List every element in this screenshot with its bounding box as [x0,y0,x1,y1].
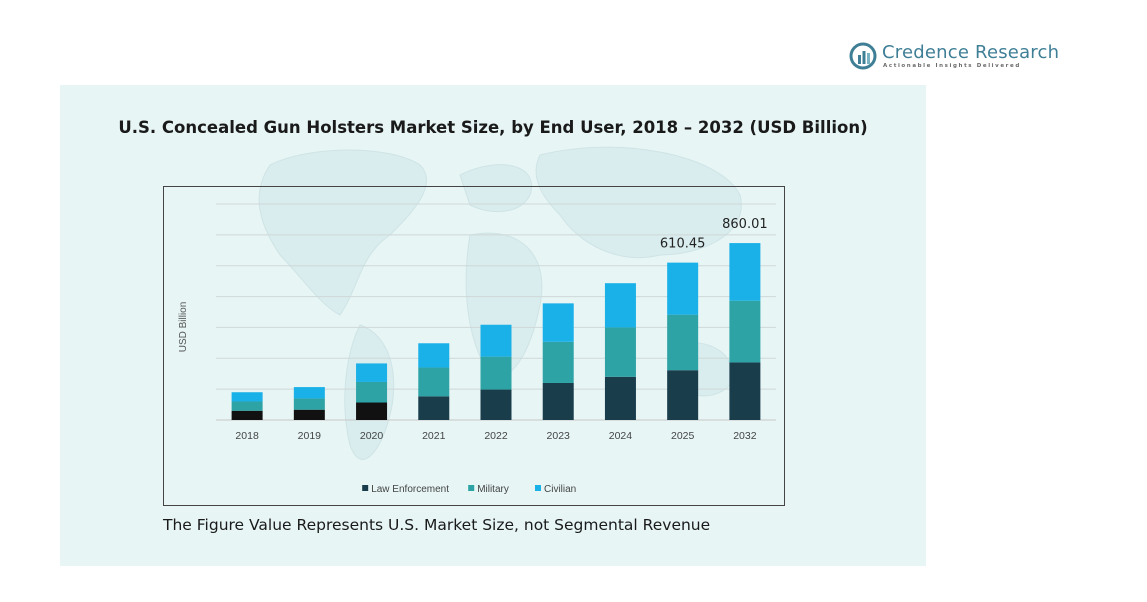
bar-law-enforcement-2021 [418,396,450,420]
bar-military-2019 [293,398,325,410]
legend-swatch [468,485,475,491]
bar-civilian-2019 [293,387,325,399]
x-tick-label: 2019 [298,430,322,442]
bar-law-enforcement-2020 [356,402,388,420]
legend-label-military: Military [477,484,509,495]
legend-swatch [362,485,369,491]
data-label-2032: 860.01 [722,217,768,232]
bar-civilian-2023 [542,303,574,342]
bar-law-enforcement-2023 [542,382,574,420]
bar-military-2021 [418,367,450,397]
figure-note: The Figure Value Represents U.S. Market … [163,516,711,534]
x-tick-label: 2018 [235,430,259,442]
chart-title: U.S. Concealed Gun Holsters Market Size,… [118,118,868,137]
bar-law-enforcement-2018 [231,410,263,420]
bar-military-2024 [604,327,636,377]
bar-civilian-2024 [604,283,636,328]
bar-military-2032 [729,300,761,363]
bar-military-2020 [356,381,388,403]
x-tick-label: 2024 [609,430,633,442]
legend-label-civilian: Civilian [544,484,576,495]
bar-law-enforcement-2022 [480,389,512,420]
bar-civilian-2021 [418,343,450,368]
bar-military-2022 [480,356,512,390]
bar-civilian-2025 [667,262,699,315]
bar-military-2023 [542,341,574,383]
bar-law-enforcement-2019 [293,409,325,420]
x-tick-label: 2022 [484,430,508,442]
bar-law-enforcement-2032 [729,362,761,420]
bar-law-enforcement-2025 [667,370,699,420]
x-tick-label: 2032 [733,430,757,442]
bar-military-2018 [231,401,263,411]
chart-area: USD Billion 2018 2019 2020 2021 2022 2023 2024… [163,186,785,506]
brand-logo: Credence Research Actionable Insights De… [849,42,1059,74]
stacked-bar-chart: USD Billion 2018 2019 2020 2021 2022 2023 2024… [178,203,776,495]
legend-label-law-enforcement: Law Enforcement [371,484,449,495]
bar-civilian-2018 [231,392,263,402]
bar-civilian-2032 [729,243,761,301]
x-tick-label: 2020 [360,430,384,442]
bar-law-enforcement-2024 [604,376,636,420]
legend-swatch [535,485,541,491]
bar-civilian-2022 [480,324,512,357]
chart-panel: U.S. Concealed Gun Holsters Market Size,… [60,85,926,566]
x-tick-label: 2025 [671,430,695,442]
bar-civilian-2020 [356,363,388,382]
x-tick-label: 2023 [547,430,571,442]
bar-military-2025 [667,314,699,371]
brand-tagline: Actionable Insights Delivered [883,63,1021,69]
credence-logo-icon [849,42,877,70]
data-label-2025: 610.45 [660,237,706,252]
x-tick-label: 2021 [422,430,446,442]
y-axis-label: USD Billion [178,302,189,353]
brand-name: Credence Research [882,42,1060,63]
